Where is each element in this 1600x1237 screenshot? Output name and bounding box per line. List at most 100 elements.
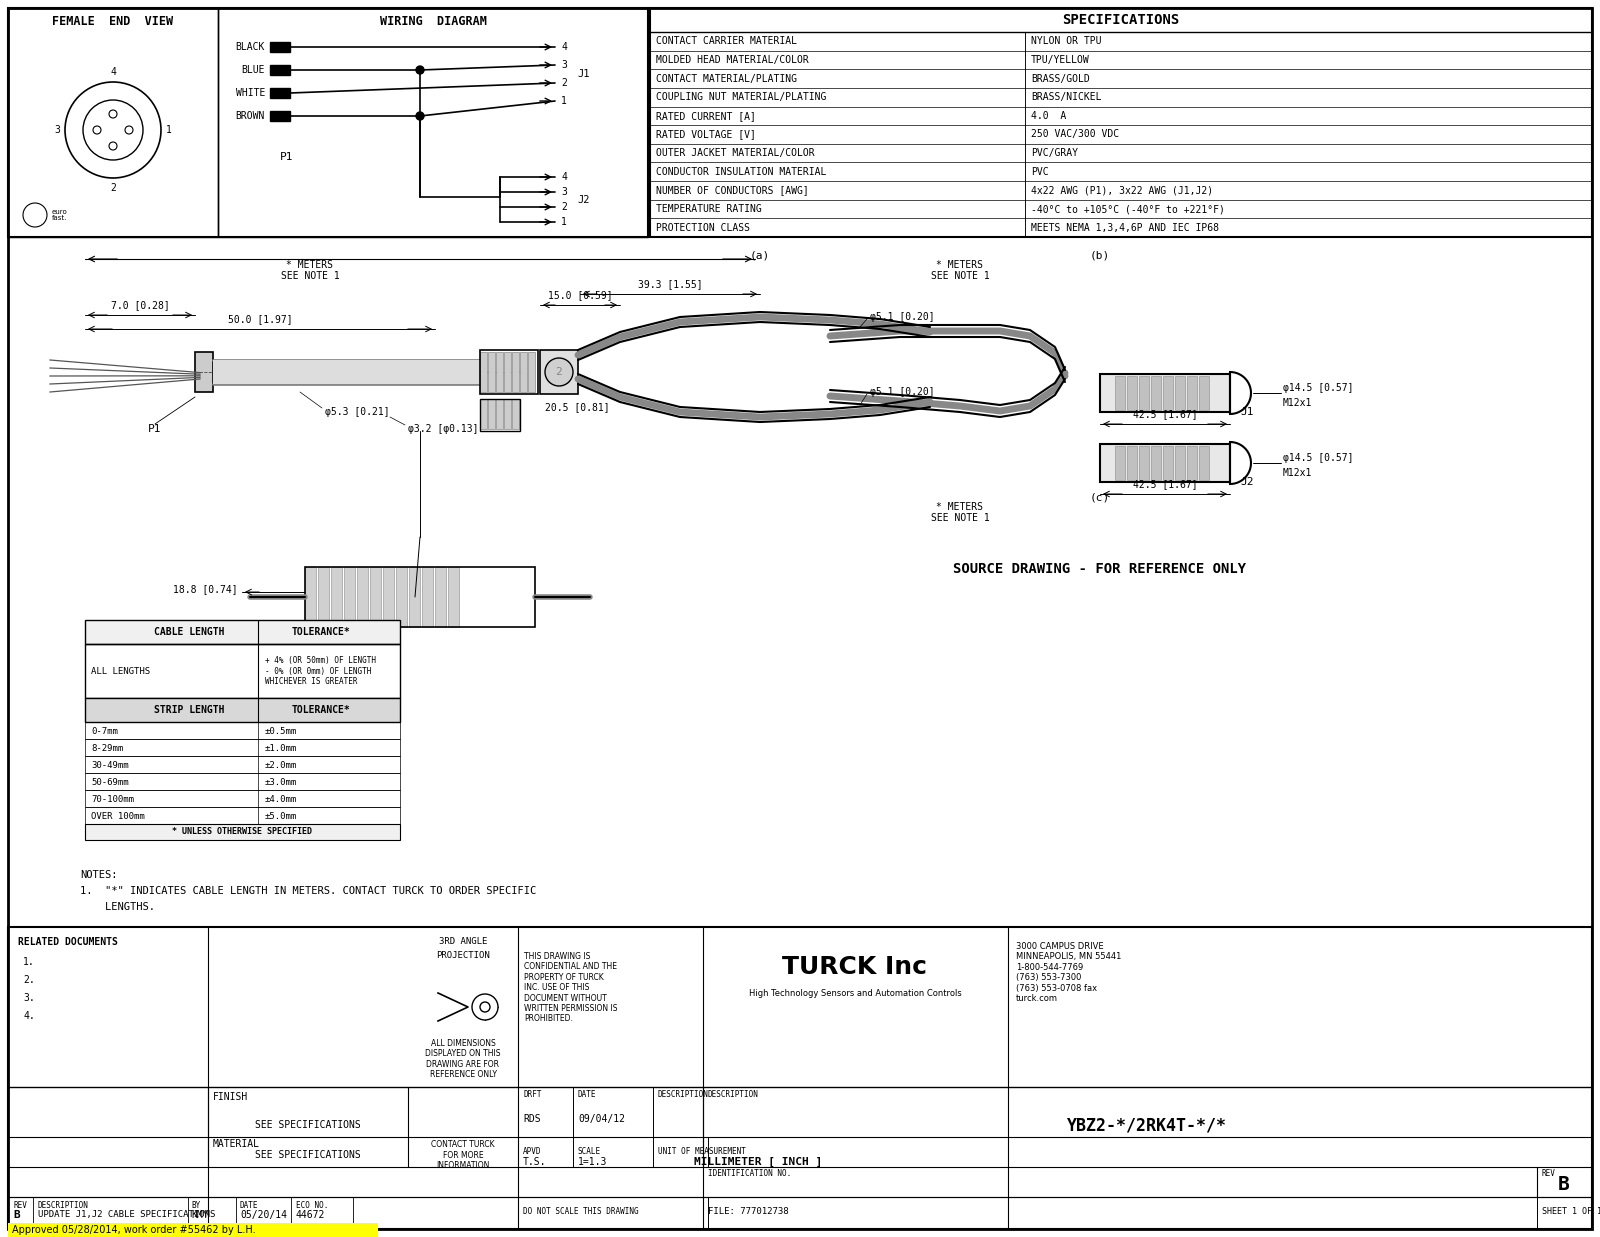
Text: ALL DIMENSIONS
DISPLAYED ON THIS
DRAWING ARE FOR
REFERENCE ONLY: ALL DIMENSIONS DISPLAYED ON THIS DRAWING…	[426, 1039, 501, 1079]
Text: LENGTHS.: LENGTHS.	[80, 902, 155, 912]
Text: MEETS NEMA 1,3,4,6P AND IEC IP68: MEETS NEMA 1,3,4,6P AND IEC IP68	[1030, 223, 1219, 233]
Text: PROJECTION: PROJECTION	[437, 950, 490, 960]
Circle shape	[93, 126, 101, 134]
Text: 3000 CAMPUS DRIVE
MINNEAPOLIS, MN 55441
1-800-544-7769
(763) 553-7300
(763) 553-: 3000 CAMPUS DRIVE MINNEAPOLIS, MN 55441 …	[1016, 943, 1122, 1003]
Bar	[1174, 376, 1186, 409]
Text: J1: J1	[578, 69, 589, 79]
Bar	[8, 927, 1592, 1230]
Text: WIRING  DIAGRAM: WIRING DIAGRAM	[379, 15, 486, 28]
Text: NOTES:: NOTES:	[80, 870, 117, 880]
Text: euro
fast.: euro fast.	[51, 209, 67, 221]
Text: TOLERANCE*: TOLERANCE*	[291, 627, 350, 637]
Bar	[85, 773, 400, 790]
Text: RELATED DOCUMENTS: RELATED DOCUMENTS	[18, 936, 118, 948]
Circle shape	[480, 1002, 490, 1012]
Bar	[422, 567, 434, 627]
Text: FINISH: FINISH	[213, 1092, 248, 1102]
Text: 30-49mm: 30-49mm	[91, 761, 128, 769]
Bar	[480, 350, 538, 395]
Text: 4x22 AWG (P1), 3x22 AWG (J1,J2): 4x22 AWG (P1), 3x22 AWG (J1,J2)	[1030, 186, 1213, 195]
Text: WHITE: WHITE	[235, 88, 266, 98]
Bar	[85, 722, 400, 740]
Text: CONTACT TURCK
FOR MORE
INFORMATION: CONTACT TURCK FOR MORE INFORMATION	[430, 1141, 494, 1170]
Text: ECO NO.: ECO NO.	[296, 1200, 328, 1210]
Bar	[1150, 447, 1162, 480]
Text: 2: 2	[110, 183, 115, 193]
Text: φ5.1 [0.20]: φ5.1 [0.20]	[870, 387, 934, 397]
Text: RATED VOLTAGE [V]: RATED VOLTAGE [V]	[656, 130, 755, 140]
Bar	[85, 644, 400, 699]
Text: DESCRIPTION: DESCRIPTION	[38, 1200, 90, 1210]
Text: SEE NOTE 1: SEE NOTE 1	[280, 271, 339, 281]
Bar	[541, 350, 578, 395]
Text: REV: REV	[13, 1200, 27, 1210]
Text: UNIT OF MEASUREMENT: UNIT OF MEASUREMENT	[658, 1148, 746, 1157]
Text: 1: 1	[562, 96, 566, 106]
Text: 50.0 [1.97]: 50.0 [1.97]	[227, 314, 293, 324]
Bar	[650, 7, 1592, 238]
Bar	[504, 400, 510, 429]
Bar	[270, 42, 290, 52]
Text: APVD: APVD	[523, 1148, 541, 1157]
Bar	[1150, 376, 1162, 409]
Text: B: B	[13, 1210, 19, 1220]
Bar	[1101, 374, 1230, 412]
Circle shape	[109, 142, 117, 150]
Text: 3.: 3.	[22, 993, 35, 1003]
Text: 2: 2	[562, 78, 566, 88]
Circle shape	[416, 113, 424, 120]
Bar	[496, 353, 502, 392]
Bar	[496, 400, 502, 429]
Text: DESCRIPTION: DESCRIPTION	[658, 1090, 709, 1098]
Text: DATE: DATE	[240, 1200, 259, 1210]
Text: 1: 1	[562, 216, 566, 228]
Text: PROTECTION CLASS: PROTECTION CLASS	[656, 223, 750, 233]
Bar	[1163, 376, 1173, 409]
Bar	[480, 353, 486, 392]
Text: 42.5 [1.67]: 42.5 [1.67]	[1133, 479, 1197, 489]
Bar	[8, 1223, 378, 1237]
Bar	[85, 808, 400, 824]
Text: MATERIAL: MATERIAL	[213, 1139, 259, 1149]
Text: J2: J2	[578, 195, 589, 205]
Text: ALL LENGTHS: ALL LENGTHS	[91, 667, 150, 675]
Circle shape	[472, 995, 498, 1021]
Text: P1: P1	[280, 152, 293, 162]
Bar	[344, 567, 355, 627]
Text: 09/04/12: 09/04/12	[578, 1115, 626, 1124]
Text: BRASS/GOLD: BRASS/GOLD	[1030, 73, 1090, 84]
Circle shape	[66, 82, 162, 178]
Text: DO NOT SCALE THIS DRAWING: DO NOT SCALE THIS DRAWING	[523, 1207, 638, 1216]
Bar	[357, 567, 368, 627]
Bar	[306, 567, 534, 627]
Text: J2: J2	[1240, 477, 1253, 487]
Text: T.S.: T.S.	[523, 1157, 547, 1166]
Bar	[435, 567, 446, 627]
Text: SHEET 1 OF 1: SHEET 1 OF 1	[1542, 1207, 1600, 1216]
Text: BROWN: BROWN	[235, 111, 266, 121]
Bar	[1126, 447, 1138, 480]
Text: TOLERANCE*: TOLERANCE*	[291, 705, 350, 715]
Bar	[1115, 447, 1125, 480]
Bar	[382, 567, 394, 627]
Text: 4: 4	[562, 172, 566, 182]
Text: MILLIMETER [ INCH ]: MILLIMETER [ INCH ]	[694, 1157, 822, 1166]
Text: φ14.5 [0.57]: φ14.5 [0.57]	[1283, 453, 1354, 463]
Bar	[1187, 376, 1197, 409]
Text: 4.: 4.	[22, 1011, 35, 1021]
Text: 70-100mm: 70-100mm	[91, 794, 134, 804]
Text: SEE NOTE 1: SEE NOTE 1	[931, 513, 989, 523]
Bar	[270, 66, 290, 75]
Circle shape	[83, 100, 142, 160]
Text: RATED CURRENT [A]: RATED CURRENT [A]	[656, 111, 755, 121]
Text: 50-69mm: 50-69mm	[91, 778, 128, 787]
Text: 18.8 [0.74]: 18.8 [0.74]	[173, 584, 238, 594]
Text: (b): (b)	[1090, 250, 1110, 260]
Text: ±1.0mm: ±1.0mm	[264, 743, 296, 752]
Text: UPDATE J1,J2 CABLE SPECIFICATIONS: UPDATE J1,J2 CABLE SPECIFICATIONS	[38, 1211, 216, 1220]
Text: * METERS: * METERS	[936, 260, 984, 270]
Text: NYLON OR TPU: NYLON OR TPU	[1030, 36, 1101, 46]
Bar	[218, 7, 648, 238]
Text: φ14.5 [0.57]: φ14.5 [0.57]	[1283, 383, 1354, 393]
Text: PVC: PVC	[1030, 167, 1048, 177]
